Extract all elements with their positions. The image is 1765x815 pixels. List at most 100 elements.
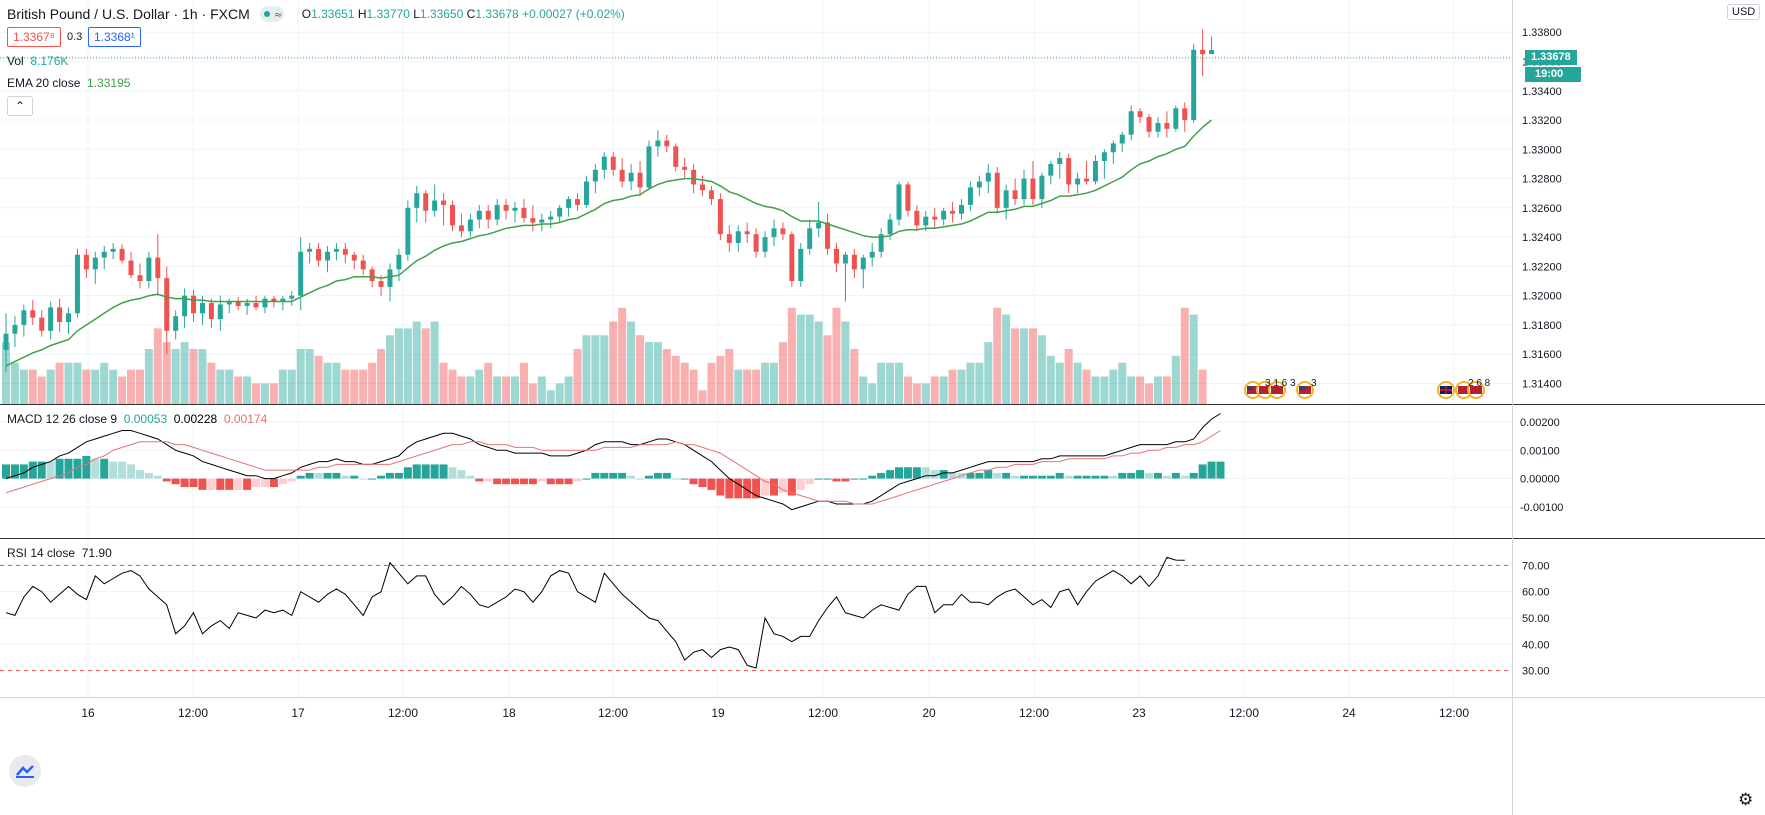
volume-bar [662,349,671,404]
candle-body [762,237,768,252]
volume-bar [761,362,770,404]
volume-bar [546,390,555,404]
volume-bar [1109,369,1118,404]
volume-legend[interactable]: Vol 8.176K [7,54,69,68]
volume-bar [698,390,707,404]
economic-events-group-3[interactable]: 2 6 8 [1436,378,1496,403]
volume-bar [394,328,403,404]
candle-body [700,184,706,191]
rsi-tick-label: 40.00 [1522,639,1550,651]
currency-label[interactable]: USD [1727,4,1761,20]
candle-body [1101,152,1107,162]
macd-hist-bar [841,478,850,482]
macd-hist-bar [716,478,725,496]
economic-events-group-2[interactable]: 3 [1295,378,1317,403]
macd-hist-bar [519,478,528,485]
macd-hist-bar [1109,475,1118,479]
volume-bar [1064,349,1073,404]
volume-bar [957,369,966,404]
tradingview-logo[interactable] [9,755,41,787]
volume-bar [144,349,153,404]
settings-gear-icon[interactable]: ⚙ [1738,790,1754,809]
volume-bar [91,369,100,404]
volume-bar [377,349,386,404]
candle-body [1075,178,1081,185]
volume-bar [305,349,314,404]
volume-value: 8.176K [30,54,69,68]
rsi-legend[interactable]: RSI 14 close 71.90 [7,546,112,560]
volume-bar [118,376,127,404]
rsi-tick-label: 70.00 [1522,560,1550,572]
price-tick-label: 1.32000 [1522,291,1562,303]
candle-body [950,210,956,214]
macd-hist-bar [332,472,341,479]
rsi-tick-label: 30.00 [1522,666,1550,678]
volume-bar [993,307,1002,404]
macd-hist-bar [653,472,662,479]
collapse-legend-button[interactable]: ⌃ [7,96,33,116]
candle-body [923,216,929,226]
volume-bar [1136,376,1145,404]
rsi-line [5,556,1185,669]
ema-legend[interactable]: EMA 20 close 1.33195 [7,76,131,90]
macd-tick-label: 0.00200 [1520,417,1560,429]
macd-hist-bar [1153,472,1162,479]
volume-bar [984,342,993,404]
candle-body [1119,134,1125,144]
volume-bar [475,369,484,404]
price-tick-label: 1.33800 [1522,27,1562,39]
volume-bar [135,369,144,404]
macd-hist-bar [1180,475,1189,479]
volume-bar [1198,369,1207,404]
macd-hist-bar [323,472,332,479]
event-counts-1: 3 1 6 3 [1265,378,1296,389]
sell-price-button[interactable]: 1.3367⁸ [7,27,61,47]
volume-bar [403,328,412,404]
macd-legend[interactable]: MACD 12 26 close 9 0.00053 0.00228 0.001… [7,412,268,426]
volume-bar [975,362,984,404]
candle-body [985,172,991,182]
symbol-title[interactable]: British Pound / U.S. Dollar · 1h · FXCM [7,6,250,22]
macd-hist-bar [475,478,484,482]
candle-body [637,172,643,188]
price-tick-label: 1.32600 [1522,203,1562,215]
volume-bar [805,314,814,404]
macd-hist-bar [466,475,475,479]
ema-value: 1.33195 [87,76,131,90]
candle-body [182,295,188,317]
macd-hist-bar [555,478,564,485]
economic-events-group-1[interactable]: 3 1 6 3 [1243,378,1318,403]
candle-body [432,200,438,211]
macd-hist-bar [662,472,671,479]
candle-body [941,210,947,220]
candle-body [548,216,554,220]
candle-body [217,304,223,320]
volume-bar [73,362,82,404]
macd-hist-bar [850,478,859,480]
macd-hist-bar [260,478,269,488]
symbol-header[interactable]: British Pound / U.S. Dollar · 1h · FXCM … [7,6,625,22]
candle-body [396,254,402,270]
volume-bar [64,362,73,404]
volume-bar [636,335,645,404]
macd-hist-bar [1189,472,1198,479]
macd-hist-bar [752,478,761,499]
macd-hist-bar [305,472,314,479]
candle-body [682,166,688,170]
candle-body [369,269,375,282]
macd-hist-bar [314,472,323,479]
candle-body [869,251,875,258]
volume-bar [1162,376,1171,404]
volume-bar [55,362,64,404]
market-status-icon[interactable]: ≈ [259,6,284,22]
buy-price-button[interactable]: 1.3368¹ [88,27,141,47]
volume-bar [680,362,689,404]
macd-hist-bar [1171,472,1180,479]
candle-body [226,301,232,305]
volume-bar [359,369,368,404]
macd-hist-bar [1082,475,1091,479]
time-tick-label: 23 [1132,706,1146,720]
macd-signal-line [5,430,1221,505]
macd-hist-bar [966,472,975,479]
